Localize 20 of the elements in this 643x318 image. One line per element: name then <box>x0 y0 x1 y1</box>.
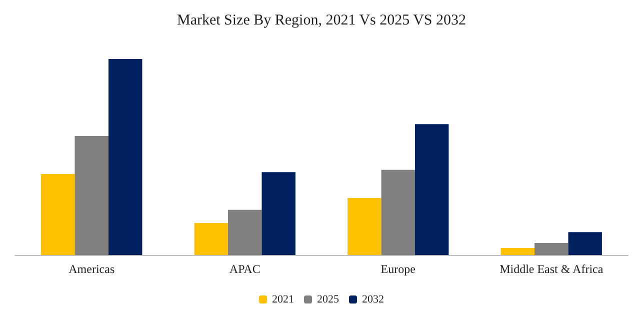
legend-label: 2021 <box>272 294 294 306</box>
bar <box>262 172 296 255</box>
bar <box>348 198 382 255</box>
bar <box>41 174 75 255</box>
bar <box>534 243 568 255</box>
bar <box>108 59 142 255</box>
bar <box>228 210 262 255</box>
bar <box>194 223 228 255</box>
x-tick-label: Europe <box>380 262 416 276</box>
bar <box>414 124 449 255</box>
bar <box>74 136 108 255</box>
x-tick-label: Americas <box>68 262 115 276</box>
bar <box>500 248 535 255</box>
chart-title: Market Size By Region, 2021 Vs 2025 VS 2032 <box>176 12 466 28</box>
bar <box>381 170 415 255</box>
x-tick-label: APAC <box>229 262 260 276</box>
bar <box>568 232 602 255</box>
legend-label: 2025 <box>317 294 340 306</box>
legend-label: 2032 <box>362 294 384 306</box>
x-tick-label: Middle East & Africa <box>500 262 604 276</box>
